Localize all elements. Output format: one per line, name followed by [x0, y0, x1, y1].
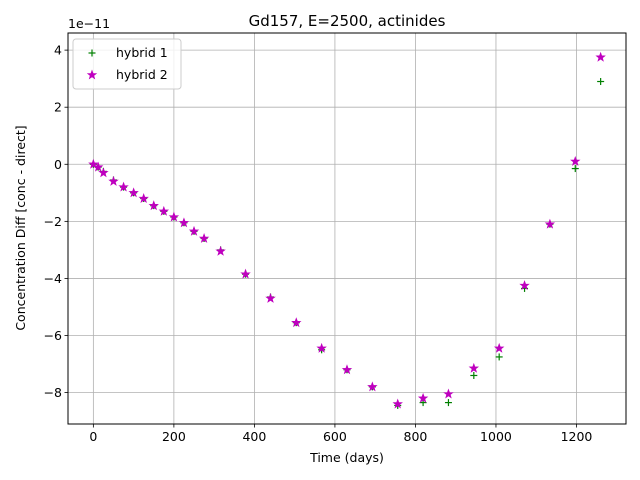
data-point	[198, 233, 210, 243]
data-point	[570, 155, 581, 166]
data-point	[168, 211, 180, 222]
data-point	[495, 353, 503, 361]
data-point	[291, 317, 302, 328]
y-axis-label: Concentration Diff [conc - direct]	[13, 125, 28, 330]
data-point	[158, 205, 170, 216]
data-point	[92, 161, 104, 172]
y-tick-label: −4	[44, 271, 62, 286]
y-tick-label: −6	[44, 328, 62, 343]
data-point	[148, 200, 159, 211]
data-point	[128, 187, 139, 198]
data-point	[468, 362, 480, 373]
data-point	[138, 193, 149, 203]
data-point	[178, 217, 190, 228]
x-axis-label: Time (days)	[309, 450, 384, 465]
legend-marker-symbol	[86, 69, 98, 80]
data-point	[544, 218, 556, 229]
data-point	[240, 268, 251, 279]
x-tick-label: 400	[242, 429, 266, 444]
axes: 0 200 400 600 800 1000 1200 −8 −6 −4 −2 0 2 4	[44, 43, 593, 444]
data-point	[88, 158, 99, 169]
data-point	[443, 388, 454, 399]
data-point	[519, 280, 530, 291]
x-tick-label: 1200	[561, 429, 593, 444]
y-tick-label: −2	[44, 214, 62, 229]
data-point	[118, 181, 129, 192]
data-point	[215, 245, 226, 256]
x-tick-label: 200	[162, 429, 186, 444]
legend-marker-hybrid-2	[86, 69, 98, 80]
data-point	[265, 292, 276, 303]
x-tick-label: 0	[89, 429, 97, 444]
legend-box	[72, 38, 182, 90]
x-tick-label: 600	[323, 429, 347, 444]
legend-marker-hybrid-1	[88, 49, 96, 57]
y-tick-label: 2	[54, 100, 62, 115]
legend: hybrid 1 hybrid 2	[72, 38, 182, 90]
y-tick-label: 4	[54, 43, 62, 58]
legend-marker-symbol	[88, 49, 96, 57]
legend-label-hybrid-2: hybrid 2	[116, 67, 168, 82]
data-point	[108, 175, 119, 186]
grid	[68, 33, 626, 424]
x-tick-label: 1000	[480, 429, 512, 444]
data-point	[595, 51, 606, 62]
data-point	[316, 342, 327, 353]
y-tick-label: 0	[54, 157, 62, 172]
x-tick-label: 800	[404, 429, 428, 444]
data-point	[444, 399, 452, 407]
series-2	[88, 51, 606, 409]
plot-frame	[67, 32, 627, 425]
data-point	[493, 342, 505, 353]
data-series	[88, 51, 606, 409]
data-point	[341, 364, 353, 375]
data-point	[417, 392, 429, 403]
chart-title: Gd157, E=2500, actinides	[249, 12, 446, 30]
data-point	[470, 371, 478, 379]
y-tick-label: −8	[44, 385, 62, 400]
data-point	[98, 167, 109, 178]
data-point	[367, 381, 378, 392]
data-point	[571, 165, 579, 173]
y-offset-label: 1e−11	[68, 16, 110, 31]
data-point	[597, 78, 605, 86]
data-point	[392, 398, 403, 409]
data-point	[188, 225, 200, 236]
plot-area	[68, 33, 626, 424]
legend-label-hybrid-1: hybrid 1	[116, 45, 168, 60]
